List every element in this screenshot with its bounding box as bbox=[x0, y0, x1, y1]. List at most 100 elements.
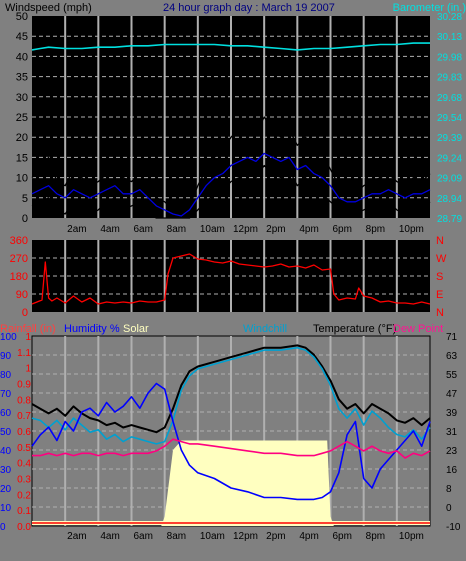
panel-temperature-humidity: Rainfall (in) Humidity % Solar Windchill… bbox=[0, 323, 461, 542]
rain-tick-label: 0.9 bbox=[17, 380, 31, 391]
windspeed-tick-label: 40 bbox=[16, 51, 28, 63]
solar-area bbox=[161, 440, 334, 526]
time-tick-label: 10pm bbox=[399, 224, 424, 235]
windspeed-tick-label: 0 bbox=[22, 213, 28, 225]
rain-tick-label: 0.6 bbox=[17, 427, 31, 438]
time-tick-label: 8am bbox=[167, 531, 186, 542]
barometer-line bbox=[31, 42, 430, 51]
temperature-x-ticks: 2am 4am 6am 8am 10am 12pm 2pm 4pm 6pm 8pm 10pm bbox=[67, 531, 424, 542]
time-tick-label: 4pm bbox=[299, 531, 318, 542]
compass-tick-label: N bbox=[436, 235, 444, 247]
gust-line bbox=[31, 116, 431, 215]
time-tick-label: 6am bbox=[134, 531, 153, 542]
humidity-label: Humidity % bbox=[64, 323, 120, 335]
time-tick-label: 10am bbox=[200, 224, 225, 235]
time-tick-label: 2pm bbox=[266, 224, 285, 235]
rain-tick-label: 0.7 bbox=[17, 411, 31, 422]
time-tick-label: 8pm bbox=[366, 224, 385, 235]
rain-tick-label: 0.5 bbox=[17, 443, 31, 454]
time-tick-label: 10pm bbox=[399, 531, 424, 542]
wind-line bbox=[31, 164, 431, 219]
temperature-tick-label: 63 bbox=[446, 351, 458, 362]
humidity-tick-label: 30 bbox=[0, 465, 12, 476]
wind_avg-line bbox=[31, 152, 431, 217]
humidity-tick-label: 0 bbox=[0, 522, 6, 533]
temperature-tick-label: 23 bbox=[446, 446, 458, 457]
barometer-tick-label: 29.09 bbox=[437, 174, 462, 185]
direction-gridlines bbox=[32, 240, 430, 312]
rain-tick-label: 0.4 bbox=[17, 459, 31, 470]
windspeed-axis-label: Windspeed (mph) bbox=[5, 2, 92, 14]
time-tick-label: 12pm bbox=[233, 224, 258, 235]
temperature-y-ticks: 71 63 55 47 39 31 23 16 8 0 -10 bbox=[446, 332, 461, 533]
compass-tick-label: N bbox=[436, 307, 444, 319]
compass-tick-label: W bbox=[436, 253, 447, 265]
solar-label: Solar bbox=[123, 323, 149, 335]
temperature-tick-label: -10 bbox=[446, 522, 461, 533]
windspeed-tick-label: 35 bbox=[16, 72, 28, 84]
time-tick-label: 4am bbox=[100, 531, 119, 542]
time-tick-label: 4pm bbox=[299, 224, 318, 235]
direction-series bbox=[31, 253, 431, 305]
temperature-tick-label: 31 bbox=[446, 427, 458, 438]
time-tick-label: 2pm bbox=[266, 531, 285, 542]
rain-tick-label: 1 bbox=[25, 364, 31, 375]
rain-tick-label: 0.8 bbox=[17, 395, 31, 406]
barometer-y-ticks: 30.28 30.13 29.98 29.83 29.68 29.54 29.39 29.24… bbox=[437, 12, 462, 225]
time-tick-label: 10am bbox=[200, 531, 225, 542]
time-tick-label: 6pm bbox=[333, 531, 352, 542]
barometer-tick-label: 29.83 bbox=[437, 73, 462, 84]
rain-tick-label: 1 bbox=[25, 332, 31, 343]
time-tick-label: 4am bbox=[100, 224, 119, 235]
windspeed-tick-label: 20 bbox=[16, 132, 28, 144]
time-tick-label: 6am bbox=[134, 224, 153, 235]
barometer-tick-label: 29.98 bbox=[437, 52, 462, 63]
barometer-tick-label: 28.94 bbox=[437, 194, 462, 205]
temperature-tick-label: 8 bbox=[446, 484, 452, 495]
temperature-tick-label: 47 bbox=[446, 389, 458, 400]
rainfall-label: Rainfall (in) bbox=[0, 323, 56, 335]
barometer-tick-label: 29.24 bbox=[437, 153, 462, 164]
windchill-line bbox=[31, 346, 431, 445]
barometer-tick-label: 30.13 bbox=[437, 32, 462, 43]
windspeed-tick-label: 45 bbox=[16, 31, 28, 43]
windspeed-tick-label: 25 bbox=[16, 112, 28, 124]
humidity-tick-label: 80 bbox=[0, 370, 12, 381]
windspeed-tick-label: 50 bbox=[16, 11, 28, 23]
temperature-tick-label: 55 bbox=[446, 370, 458, 381]
windchill-label: Windchill bbox=[243, 323, 287, 335]
barometer-tick-label: 30.28 bbox=[437, 12, 462, 23]
wind-direction-line bbox=[31, 253, 431, 305]
windspeed-tick-label: 30 bbox=[16, 92, 28, 104]
dewpoint-label: Dew Point bbox=[393, 323, 443, 335]
graph-title: 24 hour graph day : March 19 2007 bbox=[163, 2, 335, 14]
direction-tick-label: 180 bbox=[10, 271, 28, 283]
dewpoint-line bbox=[32, 438, 431, 459]
direction-tick-label: 90 bbox=[16, 289, 28, 301]
time-tick-label: 6pm bbox=[333, 224, 352, 235]
wind-x-ticks: 2am 4am 6am 8am 10am 12pm 2pm 4pm 6pm 8pm 10pm bbox=[67, 224, 424, 235]
time-tick-label: 8pm bbox=[366, 531, 385, 542]
barometer-axis-label: Barometer (in.) bbox=[393, 2, 466, 14]
temperature-tick-label: 39 bbox=[446, 408, 458, 419]
windspeed-tick-label: 15 bbox=[16, 152, 28, 164]
barometer-tick-label: 29.39 bbox=[437, 133, 462, 144]
windspeed-tick-label: 5 bbox=[22, 193, 28, 205]
humidity-tick-label: 100 bbox=[0, 332, 17, 343]
time-tick-label: 2am bbox=[67, 224, 86, 235]
time-tick-label: 8am bbox=[167, 224, 186, 235]
compass-tick-label: S bbox=[436, 271, 443, 283]
rain-tick-label: 0.0 bbox=[17, 522, 31, 533]
direction-y-ticks: 360 270 180 90 0 bbox=[10, 235, 28, 319]
barometer-tick-label: 28.79 bbox=[437, 214, 462, 225]
rain-tick-label: 0.1 bbox=[17, 506, 31, 517]
temperature-series bbox=[31, 344, 431, 526]
humidity-tick-label: 90 bbox=[0, 351, 12, 362]
time-tick-label: 12pm bbox=[233, 531, 258, 542]
temperature-label: Temperature (°F) bbox=[313, 323, 396, 335]
wind-series bbox=[31, 42, 431, 219]
